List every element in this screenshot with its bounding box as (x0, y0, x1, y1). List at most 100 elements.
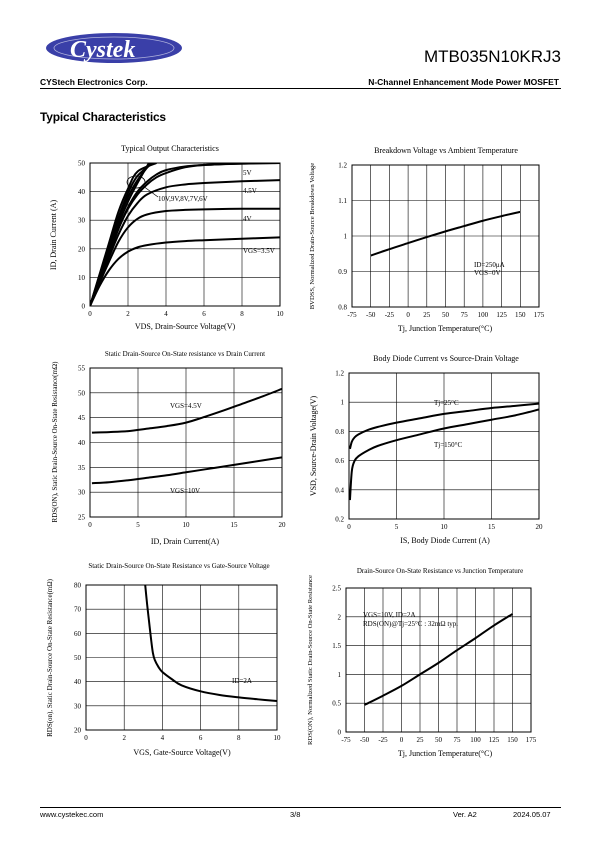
series-line-0 (364, 613, 514, 706)
y-tick-label: 50 (78, 389, 86, 397)
y-tick-label: 1.2 (335, 370, 344, 378)
footer-divider (40, 807, 561, 808)
footer-date: 2024.05.07 (513, 810, 551, 819)
y-tick-label: 2 (338, 613, 342, 621)
y-tick-label: 0 (82, 303, 86, 311)
device-type: N-Channel Enhancement Mode Power MOSFET (368, 77, 559, 87)
y-axis-label: BVDSS, Normalized Drain-Source Breakdown… (309, 163, 316, 310)
curve-label-4-5v: 4.5V (243, 187, 257, 195)
series-line-0 (144, 585, 277, 702)
x-tick-label: 10 (277, 310, 285, 318)
x-tick-label: 0 (347, 523, 351, 531)
x-axis-label: VDS, Drain-Source Voltage(V) (135, 322, 236, 331)
series-line-tj-25-c (349, 402, 539, 450)
curve-group-leader (142, 185, 159, 198)
y-tick-label: 10 (78, 274, 86, 282)
y-axis-label: VSD, Source-Drain Voltage(V) (309, 395, 318, 496)
y-tick-label: 0.6 (335, 457, 344, 465)
curve-label-group: 10V,9V,8V,7V,6V (158, 195, 208, 203)
y-tick-label: 1 (344, 233, 348, 241)
plot-frame (89, 367, 283, 518)
x-tick-label: 175 (534, 311, 545, 319)
chart-rdson-vs-id: Static Drain-Source On-State resistance … (51, 350, 287, 546)
y-tick-label: 60 (74, 630, 82, 638)
footer-website[interactable]: www.cystekec.com (40, 810, 104, 819)
chart-rdson-vs-tj: Drain-Source On-State Resistance vs Junc… (307, 567, 537, 758)
y-tick-label: 70 (74, 606, 82, 614)
annotation-id: ID=2A (232, 677, 252, 685)
cystek-logo-icon: Cystek (46, 33, 182, 63)
curve-label-5v: 5V (243, 169, 252, 177)
y-axis-label: RDS(on), Static Drain-Source On-State Re… (46, 578, 54, 736)
x-tick-label: 0 (88, 310, 92, 318)
company-name: CYStech Electronics Corp. (40, 77, 148, 87)
x-tick-label: -75 (347, 311, 357, 319)
x-tick-label: 2 (122, 734, 126, 742)
y-tick-label: 0.4 (335, 486, 344, 494)
plot-frame (89, 162, 281, 307)
chart-rdson-vs-vgs: Static Drain-Source On-State Resistance … (46, 562, 281, 757)
y-tick-label: 1.5 (332, 642, 341, 650)
y-tick-label: 0 (338, 729, 342, 737)
annotation-conditions: VGS=10V, ID=2A (363, 611, 416, 619)
curve-label-3-5v: VGS=3.5V (243, 247, 275, 255)
annotation-vgs: VGS=0V (474, 269, 501, 277)
chart-title: Static Drain-Source On-State resistance … (105, 350, 265, 358)
header-divider (40, 88, 561, 89)
y-tick-label: 80 (74, 582, 82, 590)
y-tick-label: 0.5 (332, 700, 341, 708)
x-tick-label: 0 (88, 521, 92, 529)
x-tick-label: 25 (417, 736, 425, 744)
x-tick-label: 0 (400, 736, 404, 744)
chart-title: Body Diode Current vs Source-Drain Volta… (373, 354, 519, 363)
x-tick-label: 15 (231, 521, 239, 529)
y-tick-label: 30 (78, 489, 86, 497)
chart-breakdown-voltage: Breakdown Voltage vs Ambient Temperature… (309, 146, 545, 333)
series-line-5v (90, 163, 280, 306)
series-line-vgs-4-5v (91, 387, 282, 434)
y-tick-label: 1.2 (338, 162, 347, 170)
x-tick-label: 4 (161, 734, 165, 742)
y-tick-label: 1 (341, 399, 345, 407)
x-tick-label: 125 (489, 736, 500, 744)
x-tick-label: -75 (341, 736, 351, 744)
x-tick-label: 75 (454, 736, 462, 744)
y-tick-label: 1.1 (338, 197, 347, 205)
y-tick-label: 0.8 (335, 428, 344, 436)
series-line-vgs-3-5v (90, 236, 280, 306)
x-tick-label: 20 (279, 521, 287, 529)
y-tick-label: 40 (78, 439, 86, 447)
x-tick-label: 20 (536, 523, 544, 531)
section-title: Typical Characteristics (40, 110, 166, 124)
y-tick-label: 0.8 (338, 304, 347, 312)
x-tick-label: 100 (478, 311, 489, 319)
chart-output-characteristics: Typical Output Characteristics 0 2 4 6 8 10 0 1… (49, 144, 285, 331)
chart-title: Static Drain-Source On-State Resistance … (88, 562, 269, 570)
y-axis-label: ID, Drain Current (A) (49, 200, 58, 271)
series-line-vgs-10v (91, 456, 282, 485)
y-tick-label: 45 (78, 414, 86, 422)
x-tick-label: 4 (164, 310, 168, 318)
y-tick-label: 25 (78, 514, 86, 522)
plot-frame (351, 164, 540, 308)
x-tick-label: 75 (461, 311, 469, 319)
series-line-4-5v (90, 179, 280, 306)
x-axis-label: VGS, Gate-Source Voltage(V) (133, 748, 231, 757)
x-tick-label: 5 (136, 521, 140, 529)
x-axis-label: ID, Drain Current(A) (151, 537, 220, 546)
x-tick-label: 6 (199, 734, 203, 742)
chart-title: Breakdown Voltage vs Ambient Temperature (374, 146, 518, 155)
y-tick-label: 35 (78, 464, 86, 472)
plot-frame (348, 372, 540, 520)
y-tick-label: 1 (338, 671, 342, 679)
annotation-tj-150: Tj=150°C (434, 441, 462, 449)
x-tick-label: -50 (360, 736, 370, 744)
x-tick-label: -50 (366, 311, 376, 319)
x-tick-label: 50 (442, 311, 450, 319)
plot-frame (345, 587, 532, 733)
y-tick-label: 20 (78, 245, 86, 253)
chart-body-diode: Body Diode Current vs Source-Drain Volta… (309, 354, 544, 545)
x-tick-label: 5 (395, 523, 399, 531)
curve-label-4v: 4V (243, 215, 252, 223)
x-axis-label: Tj, Junction Temperature(°C) (398, 749, 493, 758)
